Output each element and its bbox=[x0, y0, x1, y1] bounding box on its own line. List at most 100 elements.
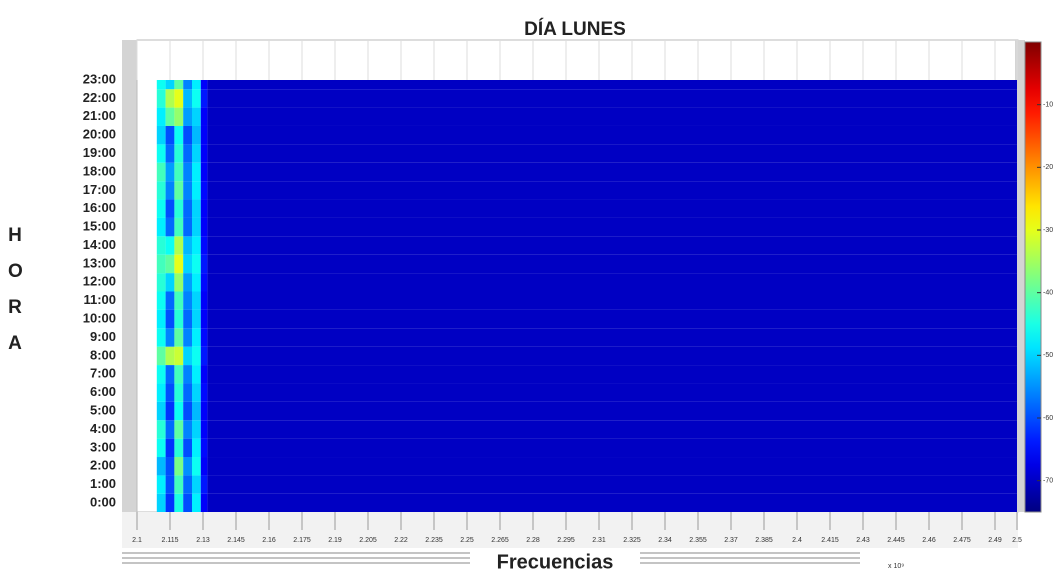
heat-cell bbox=[165, 107, 175, 126]
heat-cell bbox=[156, 291, 166, 310]
heat-cell bbox=[192, 328, 201, 347]
y-tick-label: 1:00 bbox=[90, 476, 116, 491]
y-tick-label: 2:00 bbox=[90, 458, 116, 473]
colorbar-tick-label: -30 bbox=[1043, 227, 1053, 234]
heat-cell bbox=[183, 89, 192, 108]
x-tick-label: 2.1 bbox=[132, 537, 142, 544]
heat-cell bbox=[165, 125, 175, 145]
heat-cell bbox=[156, 107, 166, 126]
heat-cell bbox=[207, 291, 1017, 310]
axis-strip bbox=[122, 40, 137, 512]
heat-cell bbox=[200, 254, 208, 274]
heat-cell bbox=[200, 273, 208, 292]
heat-cell bbox=[200, 457, 208, 476]
heat-cell bbox=[174, 181, 184, 200]
heat-cell bbox=[165, 80, 175, 90]
heat-cell bbox=[165, 457, 175, 476]
y-tick-label: 11:00 bbox=[83, 292, 116, 307]
heat-cell bbox=[200, 236, 208, 255]
x-tick-label: 2.475 bbox=[953, 537, 971, 544]
heat-cell bbox=[156, 475, 166, 494]
decoration bbox=[122, 552, 860, 564]
x-tick-label: 2.385 bbox=[755, 537, 773, 544]
heat-cell bbox=[174, 217, 184, 237]
heat-cell bbox=[183, 383, 192, 402]
y-tick-label: 20:00 bbox=[83, 127, 116, 142]
heat-cell bbox=[156, 493, 166, 512]
chart-title: DÍA LUNES bbox=[524, 18, 626, 40]
x-tick-label: 2.49 bbox=[988, 537, 1002, 544]
x-tick-label: 2.37 bbox=[724, 537, 738, 544]
y-tick-label: 19:00 bbox=[83, 145, 116, 160]
heat-cell bbox=[192, 217, 201, 237]
y-tick-label: 21:00 bbox=[83, 108, 116, 123]
heat-cell bbox=[192, 144, 201, 163]
heat-cell bbox=[156, 346, 166, 366]
heat-cell bbox=[192, 346, 201, 366]
x-tick-label: 2.22 bbox=[394, 537, 408, 544]
heat-cell bbox=[183, 438, 192, 458]
x-tick-label: 2.43 bbox=[856, 537, 870, 544]
colorbar-tick-label: -60 bbox=[1043, 415, 1053, 422]
heat-cell bbox=[183, 401, 192, 421]
y-tick-label: 12:00 bbox=[83, 274, 116, 289]
x-tick-label: 2.16 bbox=[262, 537, 276, 544]
heat-cell bbox=[156, 125, 166, 145]
heat-cell bbox=[200, 346, 208, 366]
y-tick-label: 17:00 bbox=[83, 182, 116, 197]
heat-cell bbox=[156, 383, 166, 402]
y-tick-label: 8:00 bbox=[90, 347, 116, 362]
heat-cell bbox=[165, 162, 175, 182]
heat-cell bbox=[174, 493, 184, 512]
heat-cell bbox=[207, 236, 1017, 255]
heat-cell bbox=[192, 273, 201, 292]
heat-cell bbox=[165, 475, 175, 494]
heat-cell bbox=[183, 365, 192, 384]
heat-cell bbox=[192, 162, 201, 182]
heat-cell bbox=[200, 89, 208, 108]
heat-cell bbox=[165, 346, 175, 366]
heat-cell bbox=[183, 107, 192, 126]
heat-cell bbox=[192, 383, 201, 402]
heat-cell bbox=[192, 236, 201, 255]
heat-cell bbox=[165, 328, 175, 347]
heat-cell bbox=[174, 457, 184, 476]
heat-cell bbox=[156, 217, 166, 237]
heat-cell bbox=[183, 475, 192, 494]
x-axis-strip bbox=[122, 512, 1018, 548]
heat-cell bbox=[183, 291, 192, 310]
heat-cell bbox=[192, 199, 201, 218]
heat-cell bbox=[207, 475, 1017, 494]
x-tick-label: 2.46 bbox=[922, 537, 936, 544]
heat-cell bbox=[156, 236, 166, 255]
heat-cell bbox=[165, 254, 175, 274]
heat-cell bbox=[165, 144, 175, 163]
heat-cell bbox=[207, 199, 1017, 218]
heat-cell bbox=[174, 125, 184, 145]
heat-cell bbox=[207, 125, 1017, 145]
heat-cell bbox=[207, 365, 1017, 384]
heat-cell bbox=[183, 420, 192, 439]
heat-cell bbox=[174, 254, 184, 274]
heat-cell bbox=[156, 144, 166, 163]
x-tick-label: 2.235 bbox=[425, 537, 443, 544]
heat-cell bbox=[192, 438, 201, 458]
x-tick-label: 2.445 bbox=[887, 537, 905, 544]
y-tick-label: 14:00 bbox=[83, 237, 116, 252]
heat-cell bbox=[174, 346, 184, 366]
heat-cell bbox=[183, 125, 192, 145]
heat-cell bbox=[174, 383, 184, 402]
x-tick-label: 2.115 bbox=[162, 537, 179, 544]
heat-cell bbox=[156, 273, 166, 292]
heat-cell bbox=[207, 420, 1017, 439]
heat-cell bbox=[207, 457, 1017, 476]
heat-cell bbox=[200, 420, 208, 439]
x-tick-label: 2.34 bbox=[658, 537, 672, 544]
x-tick-label: 2.5 bbox=[1012, 537, 1022, 544]
heat-cell bbox=[165, 383, 175, 402]
heat-cell bbox=[165, 89, 175, 108]
heat-cell bbox=[192, 80, 201, 90]
heat-cell bbox=[192, 254, 201, 274]
heat-cell bbox=[156, 438, 166, 458]
heat-cell bbox=[200, 162, 208, 182]
